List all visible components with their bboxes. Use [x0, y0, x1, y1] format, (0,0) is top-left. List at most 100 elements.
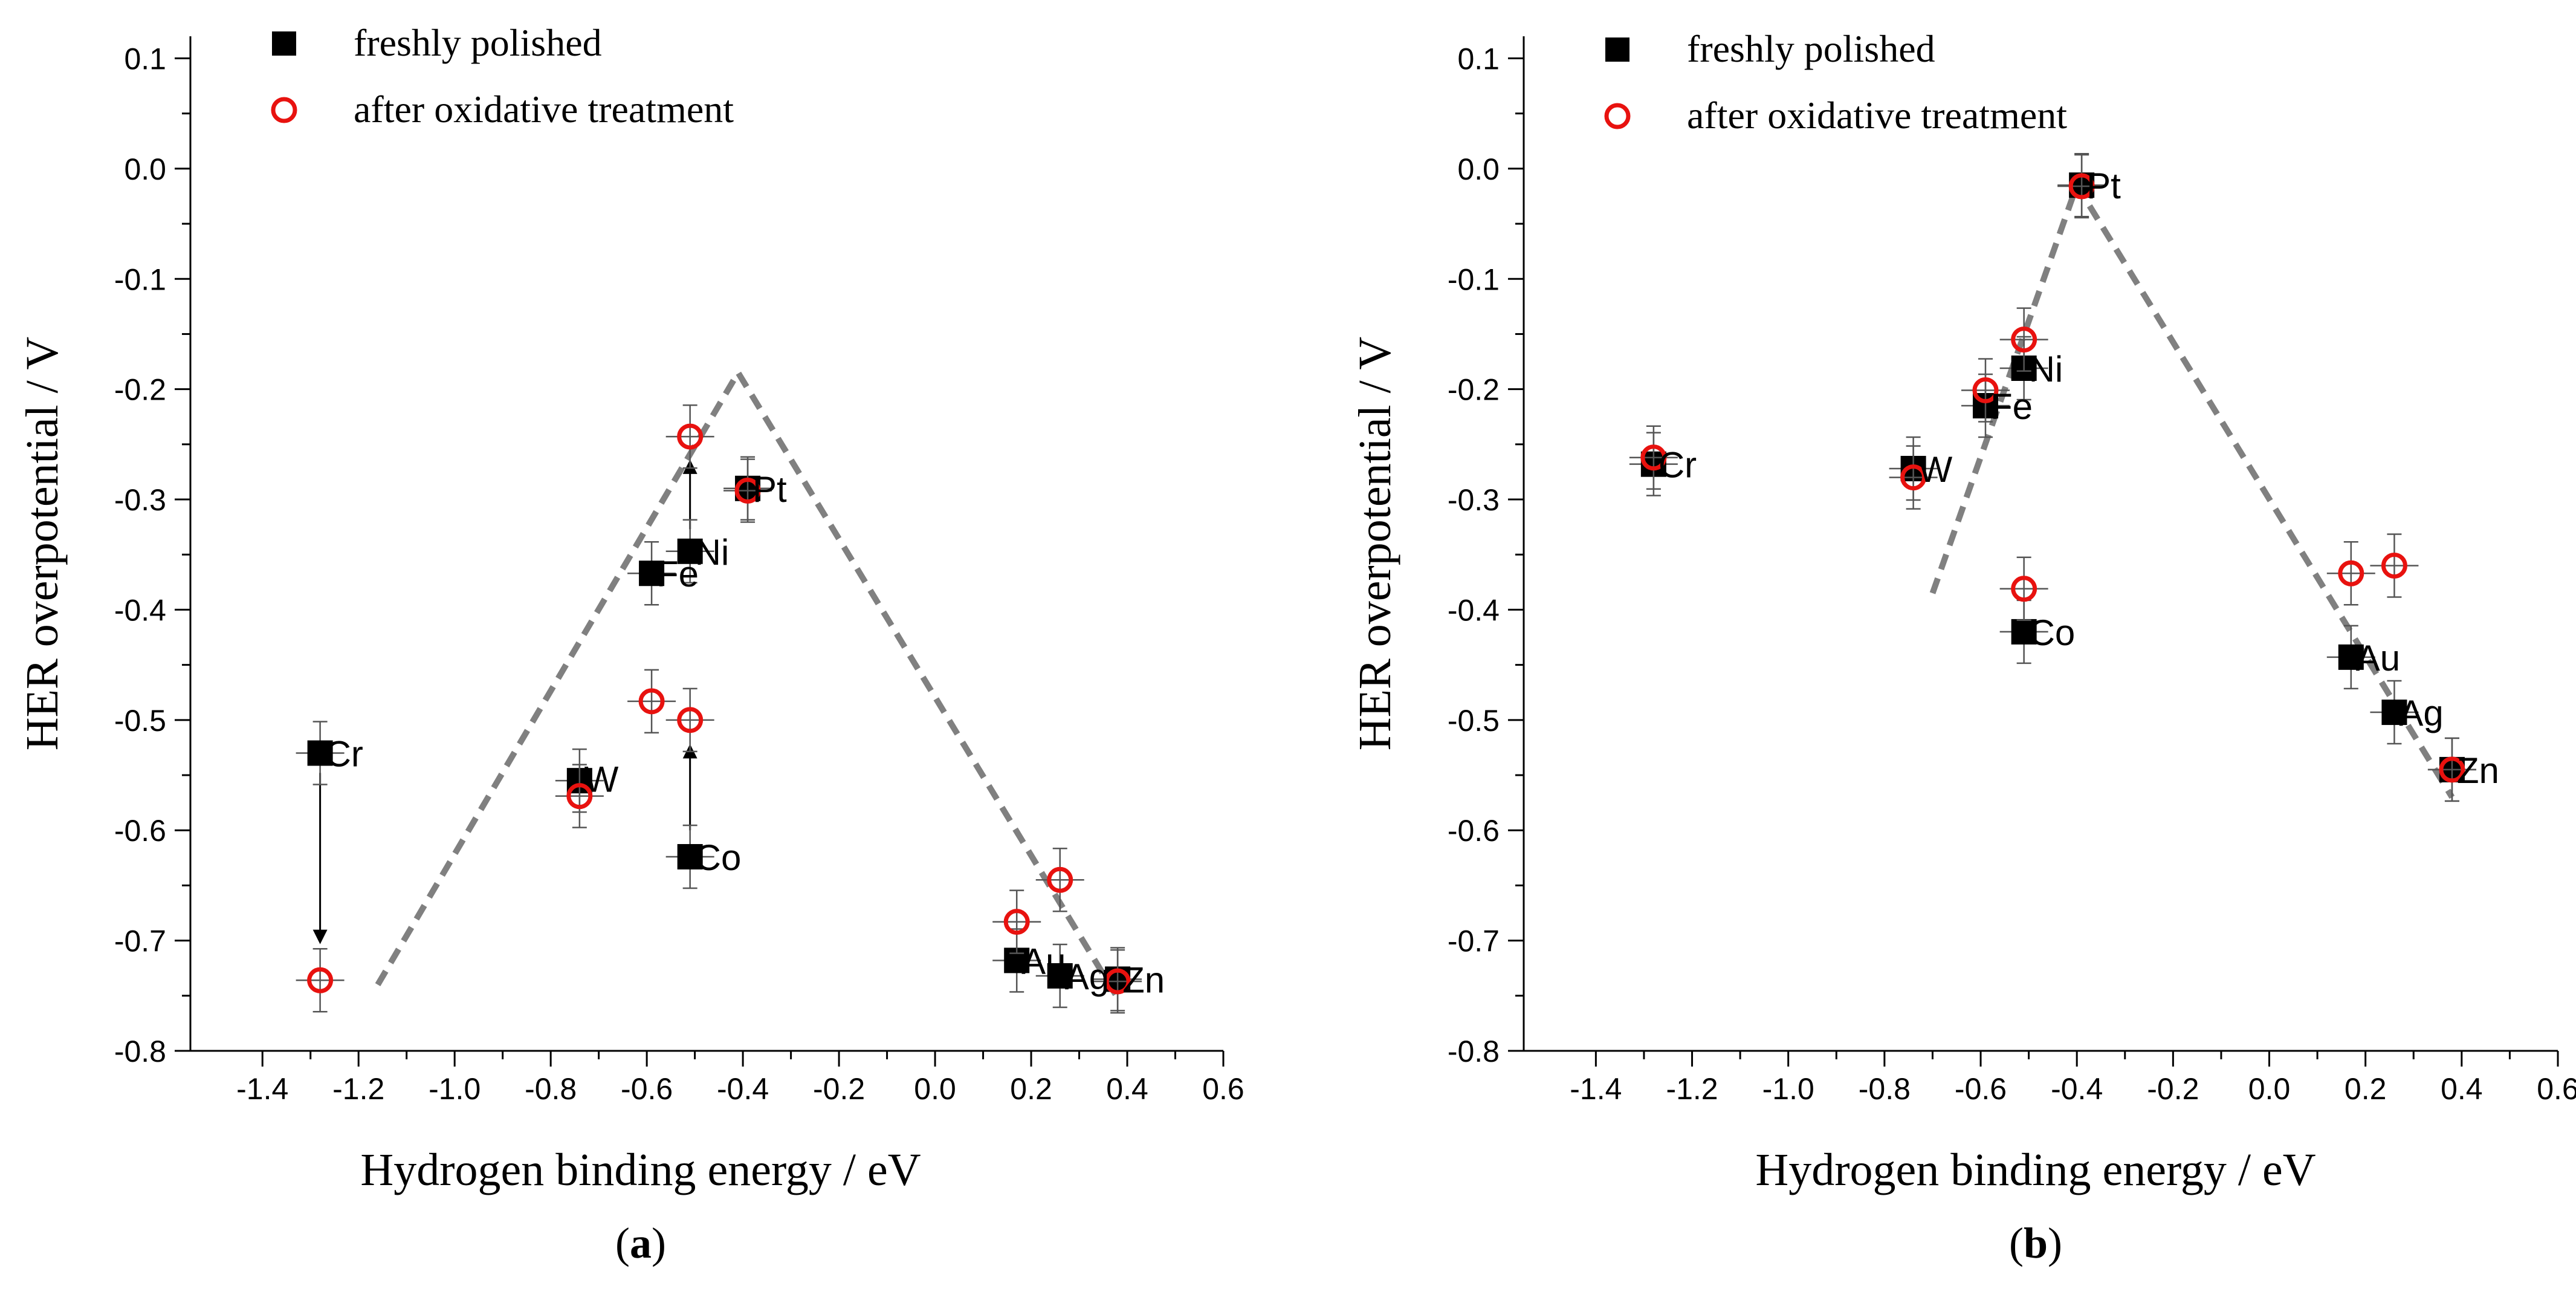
x-tick-label: -1.2: [332, 1072, 384, 1106]
point-oxidized-ag: [2381, 552, 2407, 579]
point-oxidized-ni: [2011, 326, 2037, 353]
element-label-w: W: [584, 759, 619, 799]
y-tick-label: -0.4: [1448, 593, 1500, 627]
y-tick-label: -0.6: [114, 814, 166, 848]
element-label-pt: Pt: [752, 469, 787, 510]
x-tick-label: 0.2: [2345, 1072, 2387, 1106]
volcano-fit-line: [1929, 178, 2455, 799]
y-tick-label: -0.1: [114, 262, 166, 296]
element-label-fe: Fe: [1990, 386, 2033, 427]
x-tick-label: 0.4: [2441, 1072, 2483, 1106]
point-oxidized-zn: [1104, 968, 1131, 995]
point-fresh-co: [677, 843, 703, 869]
point-oxidized-fe: [638, 688, 665, 715]
panel-caption: (a): [615, 1219, 666, 1267]
legend-label-oxidized: after oxidative treatment: [1687, 94, 2067, 137]
x-tick-label: 0.6: [1202, 1072, 1244, 1106]
element-label-au: Au: [2356, 638, 2400, 678]
x-tick-label: -1.2: [1666, 1072, 1718, 1106]
y-tick-label: -0.1: [1448, 262, 1500, 296]
element-label-ni: Ni: [695, 532, 730, 573]
element-label-ni: Ni: [2029, 349, 2063, 389]
y-tick-label: -0.8: [114, 1035, 166, 1068]
x-tick-label: -0.2: [813, 1072, 865, 1106]
y-tick-label: -0.5: [114, 704, 166, 738]
y-tick-label: -0.5: [1448, 704, 1500, 738]
element-label-pt: Pt: [2086, 166, 2121, 206]
legend-label-fresh: freshly polished: [1687, 27, 1935, 70]
element-label-ag: Ag: [2399, 693, 2443, 733]
point-fresh-ni: [677, 538, 703, 564]
element-label-zn: Zn: [2457, 750, 2499, 791]
y-tick-label: -0.3: [1448, 483, 1500, 517]
panel-caption-letter: b: [2024, 1219, 2048, 1267]
legend-label-oxidized: after oxidative treatment: [354, 88, 734, 131]
y-tick-label: -0.2: [1448, 373, 1500, 407]
legend: freshly polished after oxidative treatmen…: [271, 21, 734, 131]
panel-b: -1.4 -1.2 -1.0 -0.8 -0.6 -0.4 -0.2 0.0 0.2 0.4 0.6…: [1350, 27, 2576, 1267]
x-tick-label: -1.4: [236, 1072, 288, 1106]
y-axis-title: HER overpotential / V: [17, 337, 68, 751]
legend-marker-fresh: [1605, 37, 1629, 62]
element-label-zn: Zn: [1122, 960, 1165, 1000]
legend: freshly polished after oxidative treatmen…: [1604, 27, 2067, 137]
y-axis-title: HER overpotential / V: [1350, 337, 1400, 751]
point-fresh-ag: [1047, 963, 1073, 989]
x-tick-label: -1.4: [1570, 1072, 1622, 1106]
point-oxidized-co: [677, 707, 704, 733]
y-tick-label: -0.8: [1448, 1035, 1500, 1068]
legend-label-fresh: freshly polished: [354, 21, 602, 64]
y-tick-label: -0.7: [1448, 924, 1500, 958]
point-oxidized-au: [1003, 909, 1030, 935]
element-label-ag: Ag: [1065, 957, 1109, 997]
panel-caption-letter: a: [630, 1219, 652, 1267]
point-fresh-au: [2338, 644, 2364, 670]
element-label-fe: Fe: [656, 554, 699, 594]
y-tick-label: -0.4: [114, 593, 166, 627]
x-tick-label: 0.4: [1106, 1072, 1148, 1106]
element-label-cr: Cr: [1659, 445, 1697, 486]
x-tick-label: -0.8: [1859, 1072, 1911, 1106]
point-fresh-cr: [307, 740, 333, 766]
x-axis-title: Hydrogen binding energy / eV: [1755, 1145, 2315, 1195]
legend-marker-fresh: [272, 31, 296, 56]
y-tick-label: 0.0: [1457, 152, 1500, 186]
x-tick-label: 0.6: [2537, 1072, 2576, 1106]
x-tick-label: -0.4: [2051, 1072, 2103, 1106]
legend-marker-oxidized: [271, 97, 297, 123]
x-tick-label: -0.8: [525, 1072, 577, 1106]
y-tick-label: -0.7: [114, 924, 166, 958]
point-fresh-fe: [639, 560, 665, 586]
panel-caption: (b): [2009, 1219, 2062, 1267]
point-oxidized-w: [1900, 464, 1927, 491]
panel-a: -1.4 -1.2 -1.0 -0.8 -0.6 -0.4 -0.2 0.0 0.2 0.4 0.6…: [17, 21, 1244, 1267]
point-oxidized-w: [566, 783, 593, 810]
element-label-w: W: [1918, 449, 1953, 490]
x-tick-label: -0.4: [717, 1072, 769, 1106]
element-label-au: Au: [1021, 941, 1066, 981]
point-fresh-co: [2011, 619, 2037, 645]
y-tick-label: 0.1: [124, 42, 166, 76]
point-oxidized-pt: [2068, 173, 2095, 200]
y-tick-label: 0.1: [1457, 42, 1500, 76]
point-oxidized-ag: [1047, 866, 1073, 893]
y-tick-label: -0.6: [1448, 814, 1500, 848]
point-oxidized-au: [2338, 560, 2364, 586]
x-tick-label: -0.6: [621, 1072, 673, 1106]
volcano-fit-line: [375, 366, 1121, 1000]
element-label-cr: Cr: [325, 734, 363, 775]
point-fresh-ag: [2381, 700, 2407, 726]
x-tick-label: 0.0: [914, 1072, 956, 1106]
x-tick-label: 0.0: [2248, 1072, 2291, 1106]
point-oxidized-cr: [1640, 444, 1667, 471]
point-oxidized-zn: [2439, 756, 2465, 783]
point-oxidized-co: [2011, 576, 2037, 602]
element-label-co: Co: [695, 837, 742, 878]
point-oxidized-pt: [734, 477, 761, 504]
y-tick-label: -0.3: [114, 483, 166, 517]
legend-marker-oxidized: [1604, 103, 1631, 129]
point-oxidized-cr: [307, 967, 334, 993]
x-axis-title: Hydrogen binding energy / eV: [360, 1145, 921, 1195]
element-label-co: Co: [2029, 612, 2076, 653]
